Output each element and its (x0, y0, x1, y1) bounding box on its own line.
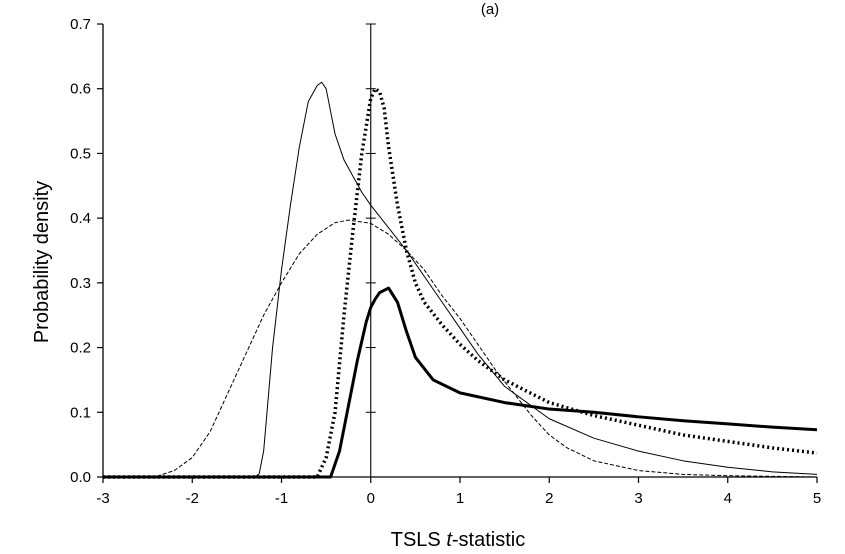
x-axis-label-suffix: -statistic (452, 529, 525, 551)
axes (97, 23, 818, 483)
y-axis-label: Probability density (31, 181, 53, 343)
y-tick-label: 0.3 (70, 275, 91, 292)
series-line-thin-dashed (103, 219, 818, 478)
x-tick-label: -1 (275, 490, 288, 507)
x-tick-label: 0 (367, 490, 375, 507)
x-axis-label-prefix: TSLS (391, 529, 447, 551)
x-axis-label-italic: t (446, 529, 453, 551)
y-tick-label: 0.5 (70, 145, 91, 162)
x-tick-label: -3 (96, 490, 109, 507)
x-tick-label: 5 (813, 490, 821, 507)
x-tick-label: -2 (186, 490, 199, 507)
y-tick-label: 0.2 (70, 340, 91, 357)
y-tick-labels: 0.0 0.1 0.2 0.3 0.4 0.5 0.6 0.7 (70, 16, 91, 486)
chart-title: (a) (481, 1, 499, 18)
series-line-thin-solid (103, 81, 818, 478)
series-line-thick-solid (103, 286, 818, 479)
x-tick-label: 1 (456, 490, 464, 507)
x-tick-label: 2 (545, 490, 553, 507)
y-tick-label: 0.1 (70, 404, 91, 421)
series-line-thick-dotted (103, 86, 818, 479)
y-tick-label: 0.4 (70, 210, 91, 227)
x-tick-labels: -3 -2 -1 0 1 2 3 4 5 (96, 490, 821, 507)
y-tick-label: 0.7 (70, 16, 91, 33)
series-layer (103, 81, 818, 479)
y-tick-label: 0.6 (70, 81, 91, 98)
x-tick-label: 3 (634, 490, 642, 507)
x-tick-label: 4 (724, 490, 732, 507)
x-axis-label: TSLS t-statistic (391, 529, 525, 551)
y-tick-label: 0.0 (70, 469, 91, 486)
